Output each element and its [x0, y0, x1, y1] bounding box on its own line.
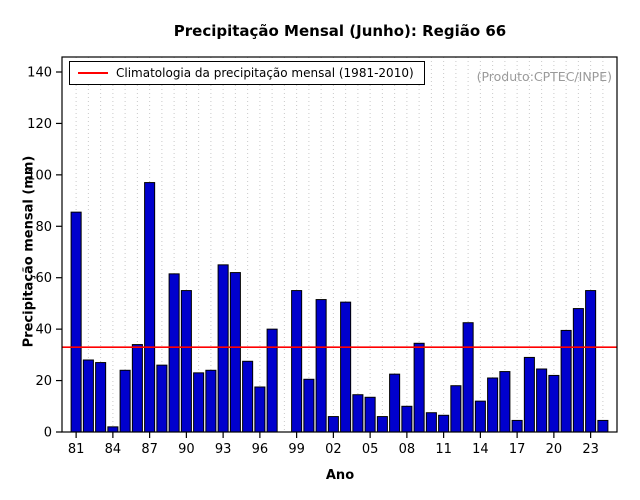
bar-year-2002 [327, 416, 339, 433]
y-tick-label: 100 [27, 168, 52, 183]
bar-year-1999 [291, 290, 303, 433]
product-credit: (Produto:CPTEC/INPE) [476, 69, 612, 84]
y-tick-label: 80 [35, 220, 52, 235]
y-tick-label: 120 [27, 117, 52, 132]
bar-year-2006 [376, 416, 388, 433]
bar-year-2022 [572, 308, 584, 433]
x-tick-label: 23 [582, 442, 599, 457]
chart-title: Precipitação Mensal (Junho): Região 66 [173, 22, 507, 40]
bar-year-1992 [205, 369, 217, 433]
bar-year-2023 [585, 290, 597, 433]
bar-year-2004 [352, 394, 364, 433]
bar-year-1996 [254, 386, 266, 433]
bar-year-2017 [511, 419, 523, 433]
bar-year-1994 [229, 272, 241, 433]
x-tick-label: 93 [215, 442, 232, 457]
bar-year-1991 [193, 372, 205, 433]
bar-year-1997 [266, 328, 278, 433]
y-tick-label: 60 [35, 271, 52, 286]
x-tick-label: 99 [288, 442, 305, 457]
bar-year-1988 [156, 364, 168, 433]
bar-year-2000 [303, 378, 315, 433]
y-tick-label: 40 [35, 323, 52, 338]
bar-year-2011 [438, 414, 450, 433]
bar-year-1985 [119, 369, 131, 433]
legend: Climatologia da precipitação mensal (198… [69, 61, 425, 85]
x-tick-label: 81 [68, 442, 85, 457]
bar-year-2015 [487, 377, 499, 433]
x-tick-label: 08 [399, 442, 416, 457]
bar-year-2012 [450, 385, 462, 433]
bar-year-2010 [425, 412, 437, 433]
bar-year-2024 [597, 419, 609, 433]
bar-year-1995 [242, 360, 254, 433]
bar-year-1982 [82, 359, 94, 433]
x-axis-title: Ano [325, 468, 355, 483]
plot-border [61, 56, 618, 433]
bar-year-2018 [523, 356, 535, 433]
x-tick-label: 84 [105, 442, 122, 457]
bar-year-1987 [144, 182, 156, 433]
bar-year-2001 [315, 299, 327, 433]
bar-year-1984 [107, 426, 119, 433]
bar-year-2016 [499, 371, 511, 433]
x-tick-label: 96 [252, 442, 269, 457]
bar-year-2007 [389, 373, 401, 433]
bar-year-1983 [95, 362, 107, 433]
x-tick-label: 11 [435, 442, 452, 457]
bar-year-2005 [364, 396, 376, 433]
bar-year-2008 [401, 405, 413, 433]
y-tick-label: 0 [44, 426, 52, 441]
bar-year-2013 [462, 322, 474, 433]
bar-year-1993 [217, 264, 229, 433]
x-tick-label: 17 [509, 442, 526, 457]
x-tick-label: 05 [362, 442, 379, 457]
x-tick-label: 20 [546, 442, 563, 457]
bar-year-2009 [413, 342, 425, 433]
bar-year-2020 [548, 374, 560, 433]
bar-year-2003 [340, 301, 352, 433]
bar-year-1986 [131, 344, 143, 433]
bar-year-2021 [560, 329, 572, 433]
bar-year-1989 [168, 273, 180, 433]
legend-label: Climatologia da precipitação mensal (198… [116, 66, 414, 80]
bar-year-2014 [474, 400, 486, 433]
x-tick-label: 90 [178, 442, 195, 457]
x-tick-label: 02 [325, 442, 342, 457]
bar-year-1990 [180, 290, 192, 433]
y-tick-label: 140 [27, 66, 52, 81]
bar-year-1981 [70, 211, 82, 433]
x-tick-label: 14 [472, 442, 489, 457]
x-tick-label: 87 [141, 442, 158, 457]
bar-year-2019 [536, 368, 548, 433]
y-tick-label: 20 [35, 374, 52, 389]
climatology-line-swatch [78, 72, 108, 74]
